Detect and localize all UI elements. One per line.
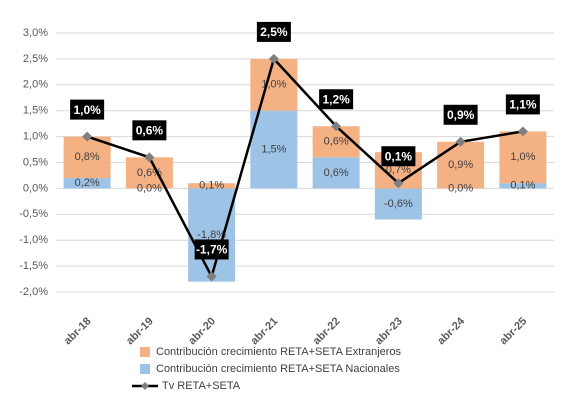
legend-marker [141,382,149,390]
bar [312,157,360,189]
line-label-box [381,146,416,167]
value-label: 0,0% [448,182,473,194]
marker [393,178,404,189]
legend-label: Tv RETA+SETA [162,380,241,392]
bar [250,58,298,111]
line-label-box [70,99,105,120]
marker [82,131,93,142]
x-tick-label: abr-19 [124,315,156,347]
value-label: 0,1% [510,180,535,192]
marker [268,53,279,64]
line-label-box [256,21,291,42]
line-label-box [132,120,167,141]
value-label: -1,8% [197,229,226,241]
line-label: 0,1% [385,149,413,163]
y-tick-label: 2,5% [23,53,48,65]
legend-swatch [140,347,150,357]
marker [517,126,528,137]
line-label: 0,6% [136,123,164,137]
bar [499,183,547,189]
marker [206,271,217,282]
x-tick-label: abr-22 [311,315,343,347]
y-tick-label: 0,0% [23,182,48,194]
value-label: 0,1% [199,180,224,192]
y-tick-label: -2,0% [19,286,48,298]
legend-swatch [140,364,150,374]
x-tick-label: abr-23 [373,315,405,347]
y-tick-label: -1,0% [19,234,48,246]
y-tick-label: 2,0% [23,79,48,91]
value-label: -0,6% [384,198,413,210]
bar [250,110,298,189]
line-label: 1,0% [73,103,101,117]
line-label: 2,5% [260,25,288,39]
bar [437,141,485,189]
line-label-box [319,89,354,110]
y-tick-label: 0,5% [23,156,48,168]
x-tick-label: abr-24 [435,315,467,347]
legend-label: Contribución crecimiento RETA+SETA Nacio… [156,363,400,375]
marker [331,121,342,132]
y-tick-label: -0,5% [19,208,48,220]
line-label-box [505,94,540,115]
line-label: 1,2% [322,92,350,106]
line-label: 1,1% [509,98,537,112]
marker [455,136,466,147]
bar [63,136,111,179]
y-tick-label: 1,0% [23,131,48,143]
x-tick-label: abr-25 [498,315,530,347]
line-label: -1,7% [196,243,228,257]
x-tick-label: abr-18 [62,315,94,347]
value-label: 0,9% [448,159,473,171]
line [86,56,524,280]
value-label: 0,7% [386,164,411,176]
bar [374,188,422,220]
value-label: 0,0% [137,182,162,194]
bar [499,131,547,184]
line-label: 0,9% [447,108,475,122]
x-tick-label: abr-21 [249,315,281,347]
value-label: 0,2% [75,177,100,189]
bar [188,188,236,282]
value-label: 1,0% [510,151,535,163]
y-tick-label: -1,5% [19,260,48,272]
y-tick-label: 1,5% [23,105,48,117]
line-label-box [443,104,478,125]
line-label-box [194,239,229,260]
value-label: 0,6% [324,167,349,179]
x-tick-label: abr-20 [186,315,218,347]
value-label: 1,5% [261,143,286,155]
marker [144,152,155,163]
bar-labels: 0,2% 0,8% 0,0% 0,6% -1,8% 0,1% 1,5% 1,0% 0,6% 0,6… [75,79,536,241]
bar [125,157,173,189]
y-tick-label: 3,0% [23,27,48,39]
bar [188,183,236,189]
legend-label: Contribución crecimiento RETA+SETA Extra… [156,346,402,358]
bar [63,178,111,189]
value-label: 0,6% [324,136,349,148]
value-label: 0,8% [75,151,100,163]
